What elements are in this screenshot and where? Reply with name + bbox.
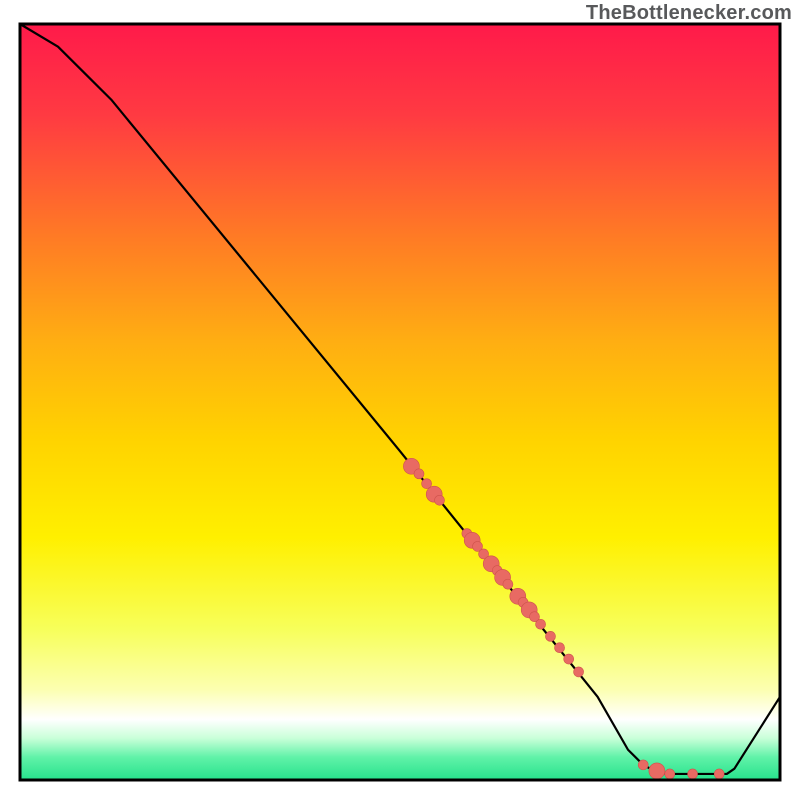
data-marker: [435, 495, 445, 505]
data-marker: [564, 654, 574, 664]
data-marker: [688, 769, 698, 779]
data-marker: [503, 579, 513, 589]
data-marker: [555, 643, 565, 653]
bottleneck-chart: [0, 0, 800, 800]
figure-container: TheBottlenecker.com: [0, 0, 800, 800]
data-marker: [714, 769, 724, 779]
data-marker: [638, 760, 648, 770]
data-marker: [649, 763, 665, 779]
watermark-text: TheBottlenecker.com: [586, 2, 792, 25]
data-marker: [545, 631, 555, 641]
data-marker: [665, 769, 675, 779]
data-marker: [536, 619, 546, 629]
data-marker: [414, 469, 424, 479]
data-marker: [574, 667, 584, 677]
chart-background: [20, 24, 780, 780]
